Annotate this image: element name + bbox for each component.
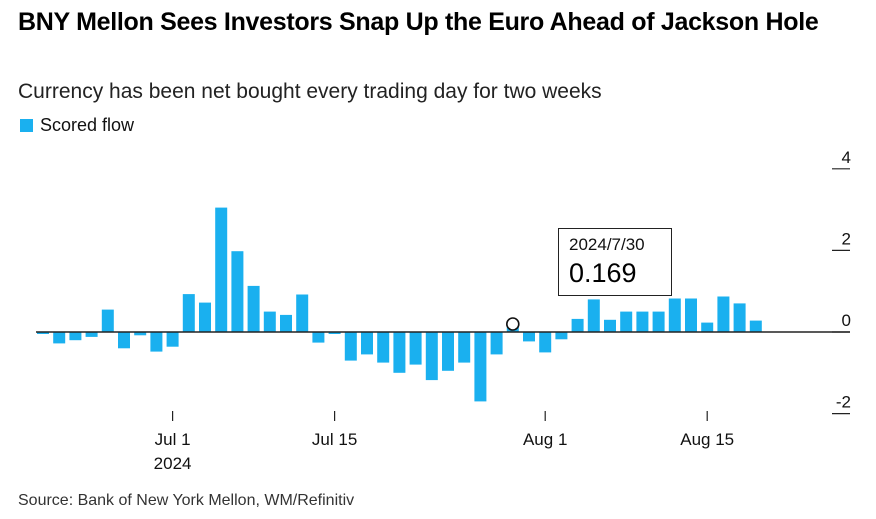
bar — [717, 296, 730, 332]
x-tick-label: Jul 1 — [155, 430, 191, 449]
bar — [361, 332, 373, 355]
bar — [652, 311, 665, 332]
highlight-marker — [505, 317, 520, 331]
bar — [263, 311, 276, 332]
bar — [377, 332, 390, 363]
bar — [199, 302, 211, 332]
bar — [101, 309, 114, 332]
bar — [134, 332, 147, 336]
chart-title: BNY Mellon Sees Investors Snap Up the Eu… — [18, 8, 819, 36]
tooltip: 2024/7/30 0.169 — [558, 228, 672, 296]
x-tick-label: Aug 15 — [680, 430, 734, 449]
source-note: Source: Bank of New York Mellon, WM/Refi… — [18, 492, 355, 509]
legend-swatch — [20, 119, 33, 132]
bar — [53, 332, 66, 344]
bar — [490, 332, 503, 355]
bar — [312, 332, 325, 343]
bar — [69, 332, 82, 341]
tooltip-value: 0.169 — [569, 258, 637, 288]
legend-label: Scored flow — [40, 115, 135, 135]
chart-subtitle: Currency has been net bought every tradi… — [18, 80, 602, 103]
bar — [636, 311, 649, 332]
bar — [344, 332, 357, 361]
bar — [296, 294, 309, 332]
bar — [587, 299, 600, 332]
bar — [247, 285, 260, 332]
bar — [701, 322, 714, 332]
bar — [442, 332, 454, 371]
bar — [231, 251, 244, 332]
bar — [37, 332, 49, 334]
bar — [182, 294, 195, 332]
x-tick-label: Jul 15 — [312, 430, 357, 449]
x-tick-sublabel: 2024 — [154, 454, 192, 473]
bar — [150, 332, 163, 352]
y-tick-label: -2 — [836, 393, 851, 412]
y-tick-label: 2 — [842, 229, 851, 248]
bar — [85, 332, 98, 337]
bar — [215, 207, 228, 332]
legend: Scored flow — [20, 115, 134, 136]
bar — [280, 314, 292, 332]
bar — [166, 332, 179, 347]
tooltip-date: 2024/7/30 — [569, 235, 645, 254]
bar — [604, 319, 616, 332]
bar — [409, 332, 422, 365]
bar — [733, 303, 746, 332]
bar — [425, 332, 438, 381]
bar — [118, 332, 130, 349]
y-tick-label: 4 — [842, 148, 851, 167]
bar — [393, 332, 406, 373]
bar — [749, 320, 762, 332]
y-tick-label: 0 — [842, 311, 851, 330]
bar — [620, 311, 633, 332]
bar — [328, 332, 341, 334]
bar — [458, 332, 471, 363]
bar — [571, 318, 584, 332]
bar — [474, 332, 487, 402]
bar — [555, 332, 568, 340]
bar — [523, 332, 535, 342]
bar — [539, 332, 552, 353]
bar — [685, 298, 697, 332]
bar — [668, 298, 681, 332]
x-tick-label: Aug 1 — [523, 430, 567, 449]
